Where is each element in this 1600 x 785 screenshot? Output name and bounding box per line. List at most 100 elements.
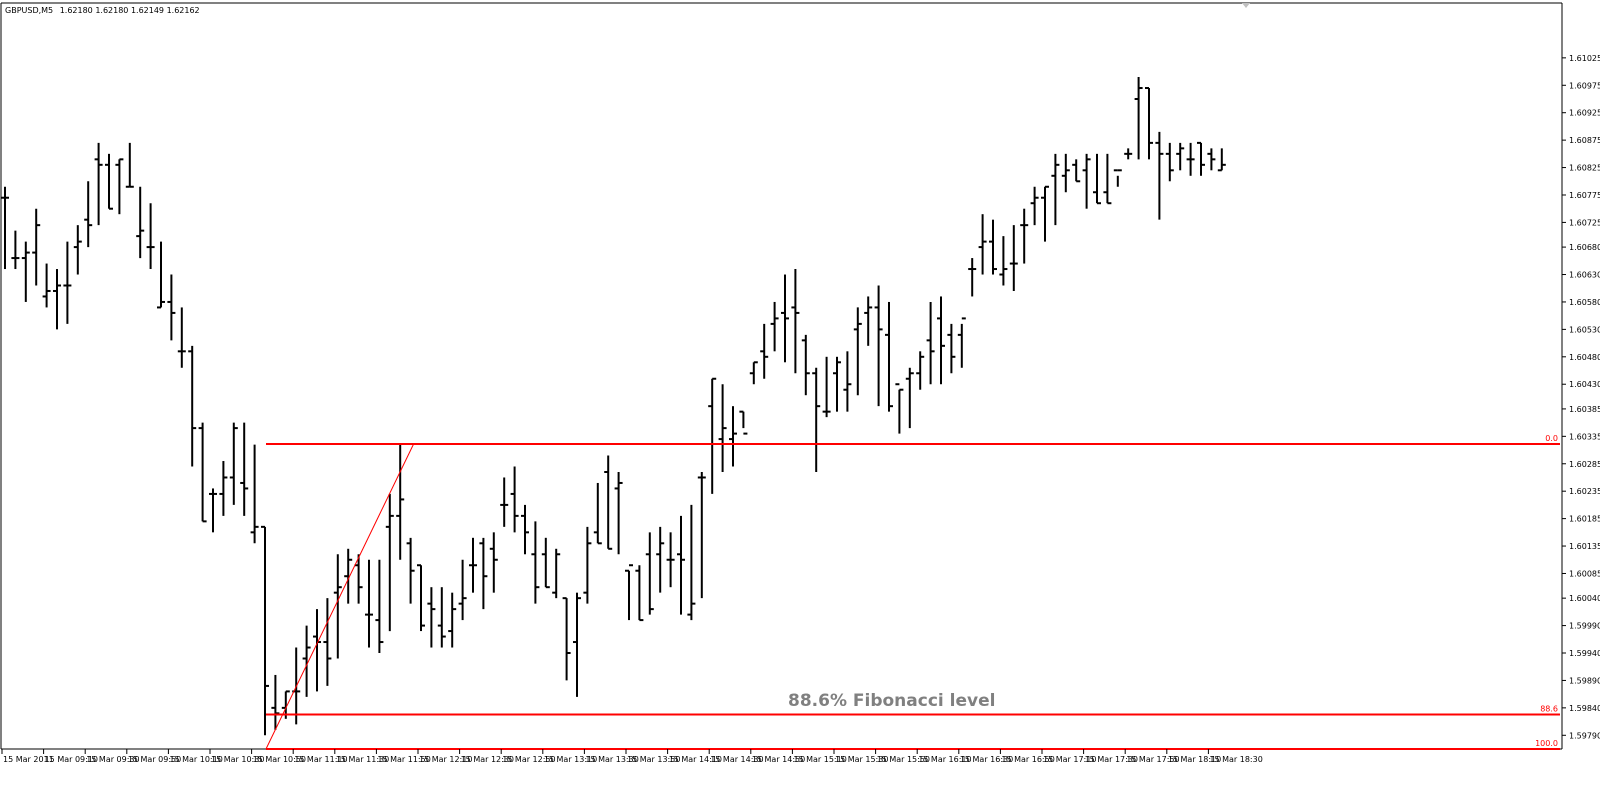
ohlc-bar [521,504,529,555]
ohlc-bar [1176,142,1185,171]
ohlc-bar [853,307,862,396]
ohlc-bar [562,597,571,681]
time-tick-label: 15 Mar 10:50 [253,755,306,764]
ohlc-bar [1217,148,1226,172]
ohlc-bar [271,674,280,730]
ohlc-bar [812,367,821,472]
ohlc-bar [42,263,51,308]
ohlc-bar [760,323,769,379]
ohlc-bar [11,230,20,270]
price-tick-label: 1.61025 [1569,54,1600,63]
ohlc-bar [167,274,176,341]
price-tick-label: 1.60235 [1569,487,1600,496]
price-tick-label: 1.59940 [1569,649,1600,658]
price-tick-label: 1.60975 [1569,81,1600,90]
ohlc-bar [146,203,155,270]
price-tick-label: 1.59990 [1569,622,1600,631]
price-tick-label: 1.60775 [1569,191,1600,200]
ohlc-bar [105,153,113,210]
ohlc-bar [916,351,925,390]
ohlc-bar [84,181,93,248]
price-tick-label: 1.59790 [1569,731,1600,740]
ohlc-bar [198,422,207,523]
ohlc-bar [666,532,675,588]
fibonacci-annotation: 88.6% Fibonacci level [788,691,995,711]
ohlc-bar [448,592,457,648]
ohlc-bar [136,186,145,259]
ohlc-bar [604,455,613,550]
ohlc-bar [396,444,405,560]
time-tick-label: 15 Mar 09:10 [45,755,98,764]
ohlc-bar [822,356,831,418]
fibonacci-retracement[interactable]: 0.0 88.6 100.0 [265,434,1560,750]
ohlc-bar [1207,148,1216,171]
ohlc-bar [937,296,945,385]
ohlc-bar [957,317,966,368]
ohlc-bar [489,532,498,593]
ohlc-bar [593,482,602,545]
time-tick-label: 15 Mar 12:30 [461,755,514,764]
ohlc-bar [885,301,893,412]
ohlc-bar [417,564,425,632]
ohlc-bar [718,384,727,472]
ohlc-bar [729,406,737,467]
ohlc-bar [510,466,519,533]
ohlc-bar [53,269,61,330]
ohlc-bar [261,525,269,736]
ohlc-bar [1103,153,1112,205]
ohlc-bar [437,587,446,648]
time-tick-label: 15 Mar 18:30 [1209,755,1262,764]
ohlc-bar [323,598,332,686]
time-tick-label: 15 Mar 16:10 [918,755,971,764]
ohlc-bar [240,422,249,516]
ohlc-bar [209,488,217,533]
time-tick-label: 15 Mar 16:30 [960,755,1013,764]
ohlc-bar [375,559,384,654]
ohlc-bar [905,367,914,429]
time-tick-label: 15 Mar 12:10 [419,755,472,764]
price-tick-label: 1.60680 [1569,243,1600,252]
price-tick-label: 1.60630 [1569,271,1600,280]
price-tick-label: 1.60185 [1569,515,1600,524]
ohlc-bar [115,158,124,215]
ohlc-bar [177,307,186,368]
ohlc-bar [365,559,373,648]
ohlc-bar [531,521,540,604]
price-tick-label: 1.59840 [1569,704,1600,713]
price-tick-label: 1.60530 [1569,325,1600,334]
time-tick-label: 15 Mar 13:50 [627,755,680,764]
ohlc-bar [833,356,841,412]
time-tick-label: 15 Mar 17:10 [1043,755,1096,764]
symbol-ohlc: 1.62180 1.62180 1.62149 1.62162 [60,6,200,15]
chart-shift-marker[interactable] [1242,3,1250,8]
ohlc-bar [1113,169,1122,187]
time-tick-label: 15 Mar 12:50 [502,755,555,764]
ohlc-bar [843,351,852,412]
ohlc-bar [21,241,30,302]
time-tick-label: 15 Mar 10:10 [169,755,222,764]
fibonacci-level-label: 100.0 [1535,739,1558,748]
time-tick-label: 15 Mar 16:50 [1001,755,1054,764]
ohlc-bar [469,537,477,593]
time-tick-label: 15 Mar 09:30 [86,755,139,764]
ohlc-bar [573,592,581,697]
fibonacci-level-label: 0.0 [1545,434,1558,443]
time-tick-label: 15 Mar 10:30 [211,755,264,764]
symbol-name: GBPUSD,M5 [5,6,53,15]
ohlc-bar [645,532,654,615]
time-tick-label: 15 Mar 18:10 [1168,755,1221,764]
time-tick-label: 15 Mar 09:50 [128,755,181,764]
ohlc-bar [968,258,977,297]
ohlc-bar [229,422,238,505]
ohlc-bar [614,471,623,555]
ohlc-bar [687,504,696,621]
ohlc-bar [302,625,311,697]
ohlc-bar [926,301,935,385]
price-tick-label: 1.60875 [1569,136,1600,145]
time-tick-label: 15 Mar 13:30 [585,755,638,764]
price-tick-label: 1.60385 [1569,405,1600,414]
fibonacci-trendline[interactable] [265,443,415,750]
